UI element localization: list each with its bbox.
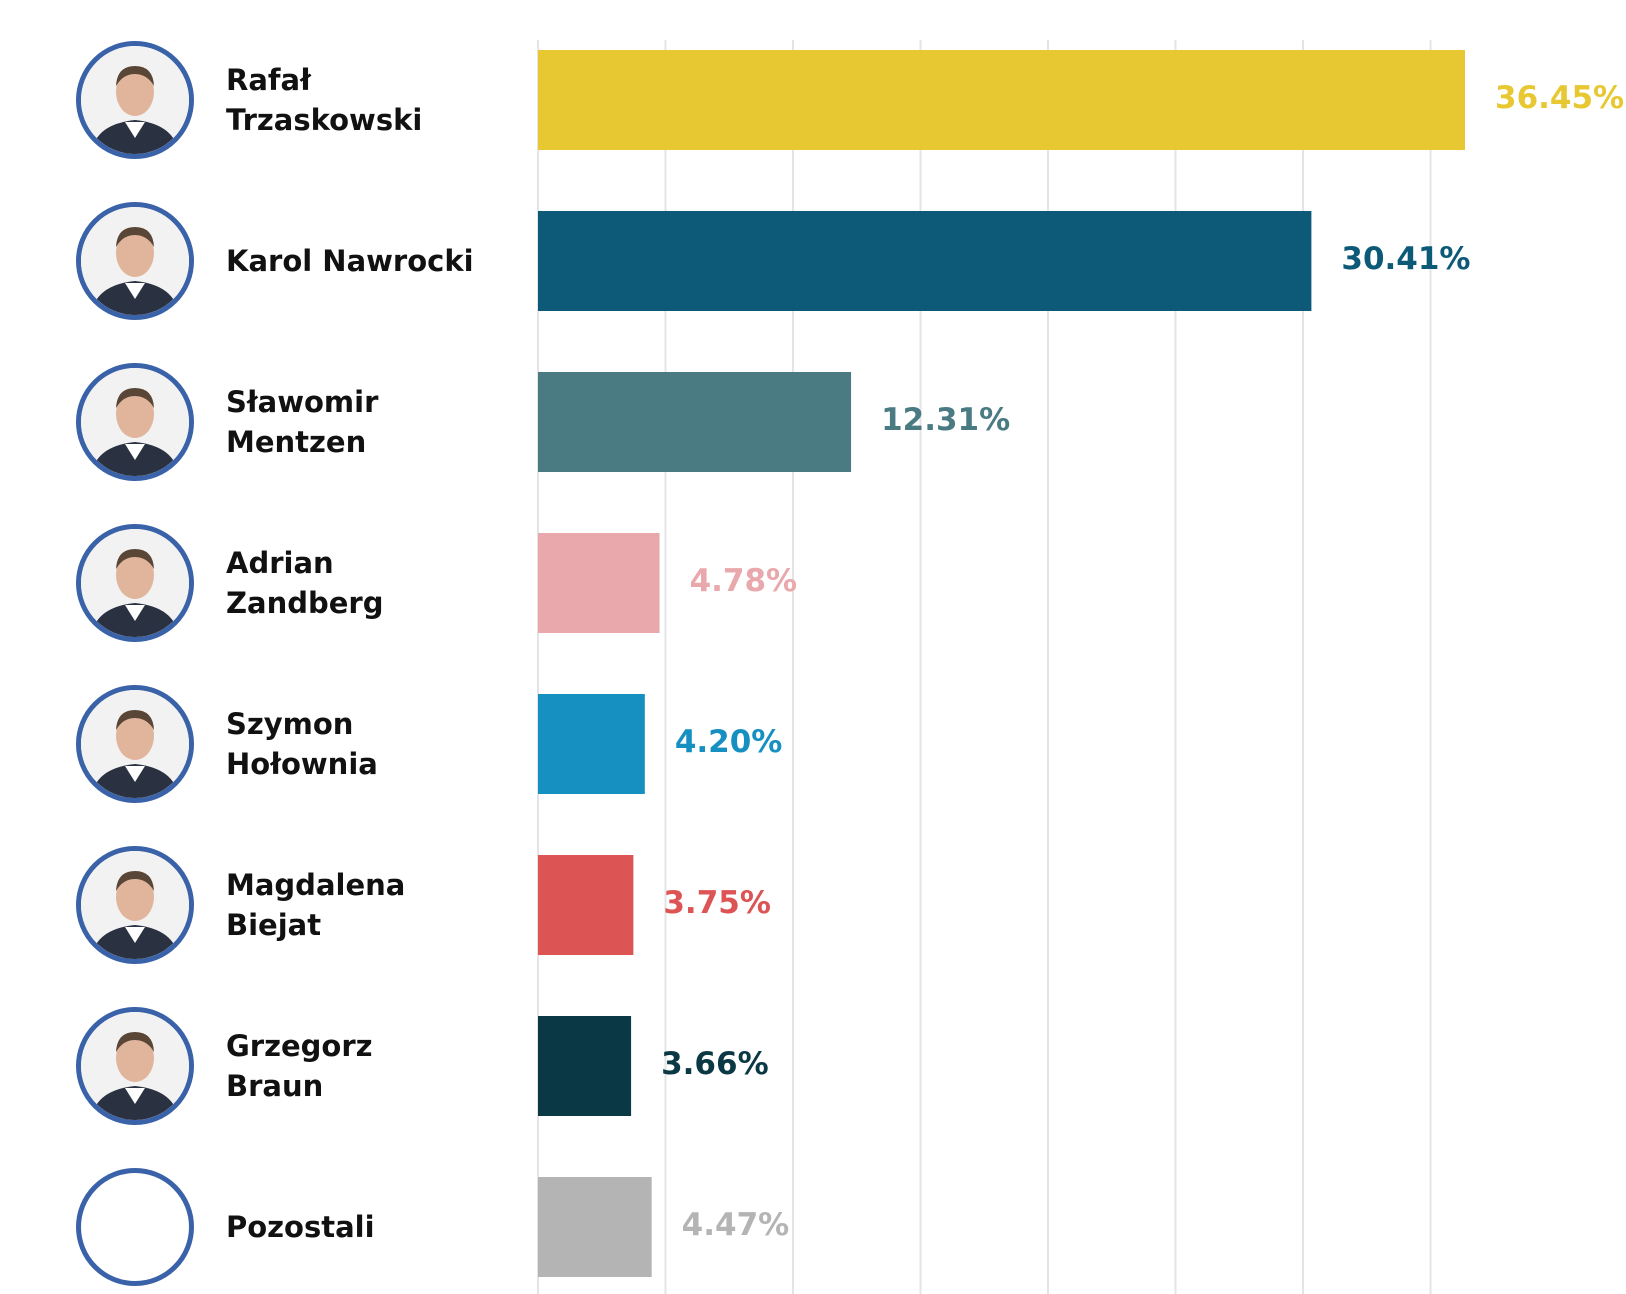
- candidate-name: Pozostali: [226, 1210, 375, 1244]
- candidate-avatar: [76, 1007, 194, 1125]
- candidate-avatar: [76, 202, 194, 320]
- bar: [538, 211, 1312, 311]
- candidate-name: Karol Nawrocki: [226, 244, 474, 278]
- person-icon: [81, 207, 189, 315]
- bar-value-label: 12.31%: [881, 402, 1011, 438]
- avatar-placeholder: [76, 1168, 194, 1286]
- bar-value-label: 3.75%: [663, 885, 771, 921]
- bar: [538, 855, 634, 955]
- candidate-name: Magdalena Biejat: [226, 868, 406, 942]
- candidate-name: Adrian Zandberg: [226, 546, 384, 620]
- bar: [538, 50, 1465, 150]
- candidate-avatar: [76, 685, 194, 803]
- person-icon: [81, 851, 189, 959]
- bar-value-label: 36.45%: [1495, 80, 1625, 116]
- candidate-avatar: [76, 846, 194, 964]
- person-icon: [81, 1012, 189, 1120]
- bar: [538, 372, 852, 472]
- bar: [538, 694, 645, 794]
- candidate-avatar: [76, 41, 194, 159]
- bar-value-label: 30.41%: [1341, 241, 1471, 277]
- person-icon: [81, 368, 189, 476]
- candidate-avatar: [76, 524, 194, 642]
- bar: [538, 1016, 632, 1116]
- candidate-name: Grzegorz Braun: [226, 1029, 373, 1103]
- bar-value-label: 4.47%: [681, 1207, 790, 1243]
- candidate-name: Rafał Trzaskowski: [226, 63, 423, 137]
- bar: [538, 1177, 652, 1277]
- person-icon: [81, 46, 189, 154]
- bar-value-label: 4.78%: [689, 563, 798, 599]
- candidate-name: Szymon Hołownia: [226, 707, 378, 781]
- bar-value-label: 3.66%: [661, 1046, 769, 1082]
- candidate-avatar: [76, 363, 194, 481]
- person-icon: [81, 529, 189, 637]
- candidate-name: Sławomir Mentzen: [226, 385, 379, 459]
- bar-value-label: 4.20%: [674, 724, 783, 760]
- person-icon: [81, 690, 189, 798]
- bar: [538, 533, 660, 633]
